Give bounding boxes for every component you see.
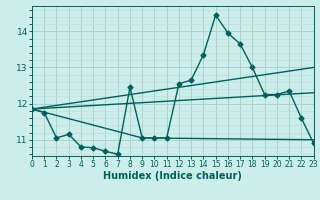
- X-axis label: Humidex (Indice chaleur): Humidex (Indice chaleur): [103, 171, 242, 181]
